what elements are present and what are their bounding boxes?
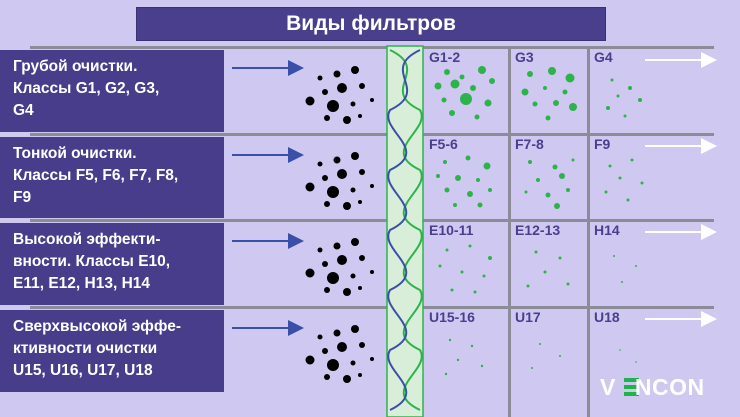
row-label-high: Высокой эффекти- вности. Классы E10, E11… bbox=[0, 223, 224, 305]
passed-particles-g1-2 bbox=[434, 66, 495, 120]
grid-line bbox=[30, 306, 714, 309]
vencon-logo-mark bbox=[624, 378, 639, 396]
cell-label-u17: U17 bbox=[515, 309, 541, 325]
passed-particles-u15-16 bbox=[444, 338, 484, 376]
cell-label-g4: G4 bbox=[594, 49, 613, 65]
dust-particles-row-3 bbox=[305, 238, 374, 296]
row-label-coarse: Грубой очистки. Классы G1, G2, G3, G4 bbox=[0, 50, 224, 132]
passed-particles-u18 bbox=[619, 349, 637, 363]
passed-particles-g3 bbox=[521, 67, 577, 121]
vencon-logo-part: NCON bbox=[634, 374, 705, 400]
cell-label-u18: U18 bbox=[594, 309, 620, 325]
cell-label-f5-6: F5-6 bbox=[429, 136, 458, 152]
dust-particles-row-1 bbox=[305, 66, 374, 124]
cell-label-g1-2: G1-2 bbox=[429, 49, 461, 65]
dust-particles-row-2 bbox=[305, 152, 374, 210]
filter-media bbox=[386, 45, 424, 417]
cell-label-e10-11: E10-11 bbox=[429, 222, 474, 238]
passed-particles-f7-8 bbox=[524, 158, 575, 209]
passed-particles-e10-11 bbox=[438, 244, 492, 294]
passed-particles-h14 bbox=[613, 255, 637, 283]
row-label-fine: Тонкой очистки. Классы F5, F6, F7, F8, F… bbox=[0, 137, 224, 218]
cell-label-g3: G3 bbox=[515, 49, 534, 65]
grid-line bbox=[587, 46, 590, 417]
vencon-logo-part: V bbox=[600, 374, 616, 400]
grid-line bbox=[508, 46, 511, 417]
passed-particles-f9 bbox=[604, 158, 644, 202]
grid-line bbox=[30, 46, 714, 49]
vencon-logo: V NCON bbox=[600, 374, 705, 401]
cell-label-e12-13: E12-13 bbox=[515, 222, 561, 238]
grid-line bbox=[30, 219, 714, 222]
grid-line bbox=[30, 133, 714, 136]
cell-label-f7-8: F7-8 bbox=[515, 136, 544, 152]
passed-particles-u17 bbox=[531, 343, 561, 369]
dust-particles-row-4 bbox=[305, 325, 374, 383]
cell-label-f9: F9 bbox=[594, 136, 611, 152]
passed-particles-g4 bbox=[606, 78, 642, 118]
passed-particles-f5-6 bbox=[436, 155, 492, 208]
row-label-ultra: Сверхвысокой эффе- ктивности очистки U15… bbox=[0, 310, 224, 392]
page-title: Виды фильтров bbox=[136, 7, 606, 41]
cell-label-h14: H14 bbox=[594, 222, 620, 238]
passed-particles-e12-13 bbox=[526, 250, 570, 288]
cell-label-u15-16: U15-16 bbox=[429, 309, 475, 325]
